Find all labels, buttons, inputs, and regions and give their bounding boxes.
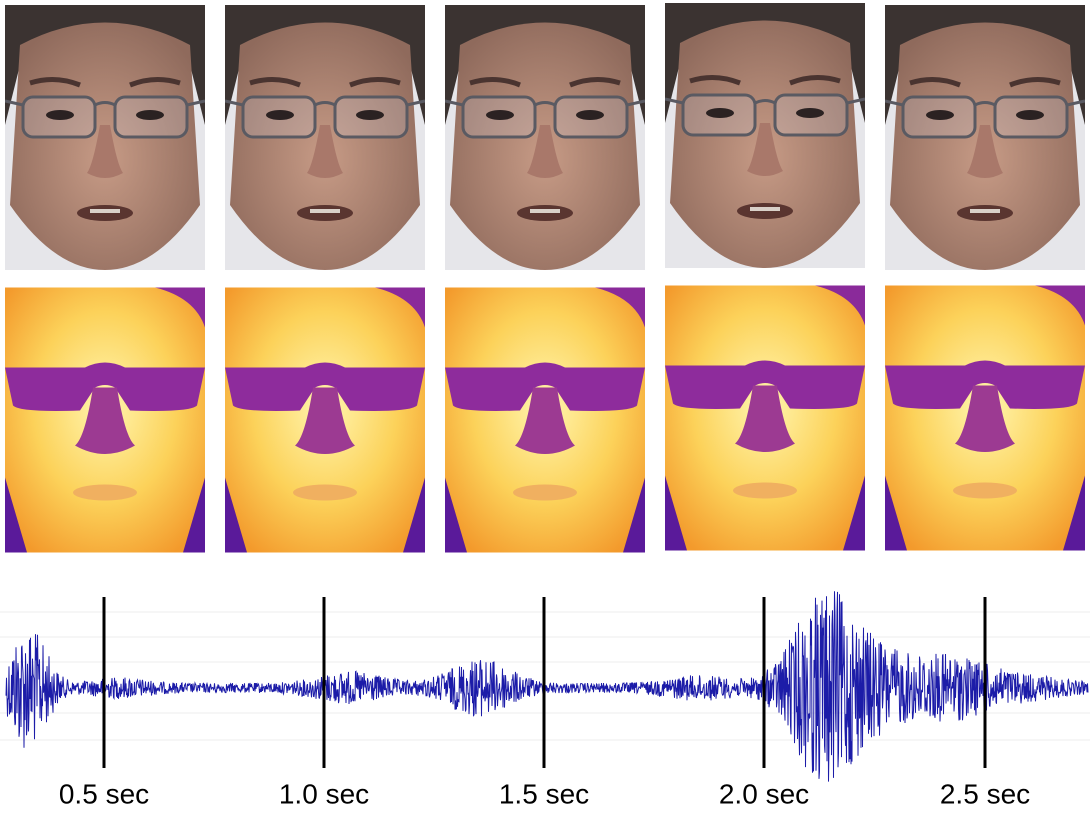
face-photo: [225, 5, 425, 270]
face-photo: [445, 5, 645, 270]
time-label: 1.5 sec: [499, 778, 589, 809]
thermal-image: [445, 287, 645, 553]
face-photo: [5, 5, 205, 270]
thermal-image: [5, 287, 205, 553]
thermal-image: [665, 285, 865, 551]
time-label: 0.5 sec: [59, 778, 149, 809]
face-photo: [665, 3, 865, 268]
time-label: 1.0 sec: [279, 778, 369, 809]
audio-waveform: [5, 591, 1089, 782]
thermal-image: [225, 287, 425, 553]
time-label: 2.5 sec: [940, 778, 1030, 809]
photo-row: [5, 3, 1085, 553]
face-photo: [885, 5, 1085, 270]
waveform: 0.5 sec 1.0 sec 1.5 sec 2.0 sec 2.5 sec: [0, 591, 1090, 809]
thermal-image: [885, 285, 1085, 551]
time-label: 2.0 sec: [719, 778, 809, 809]
